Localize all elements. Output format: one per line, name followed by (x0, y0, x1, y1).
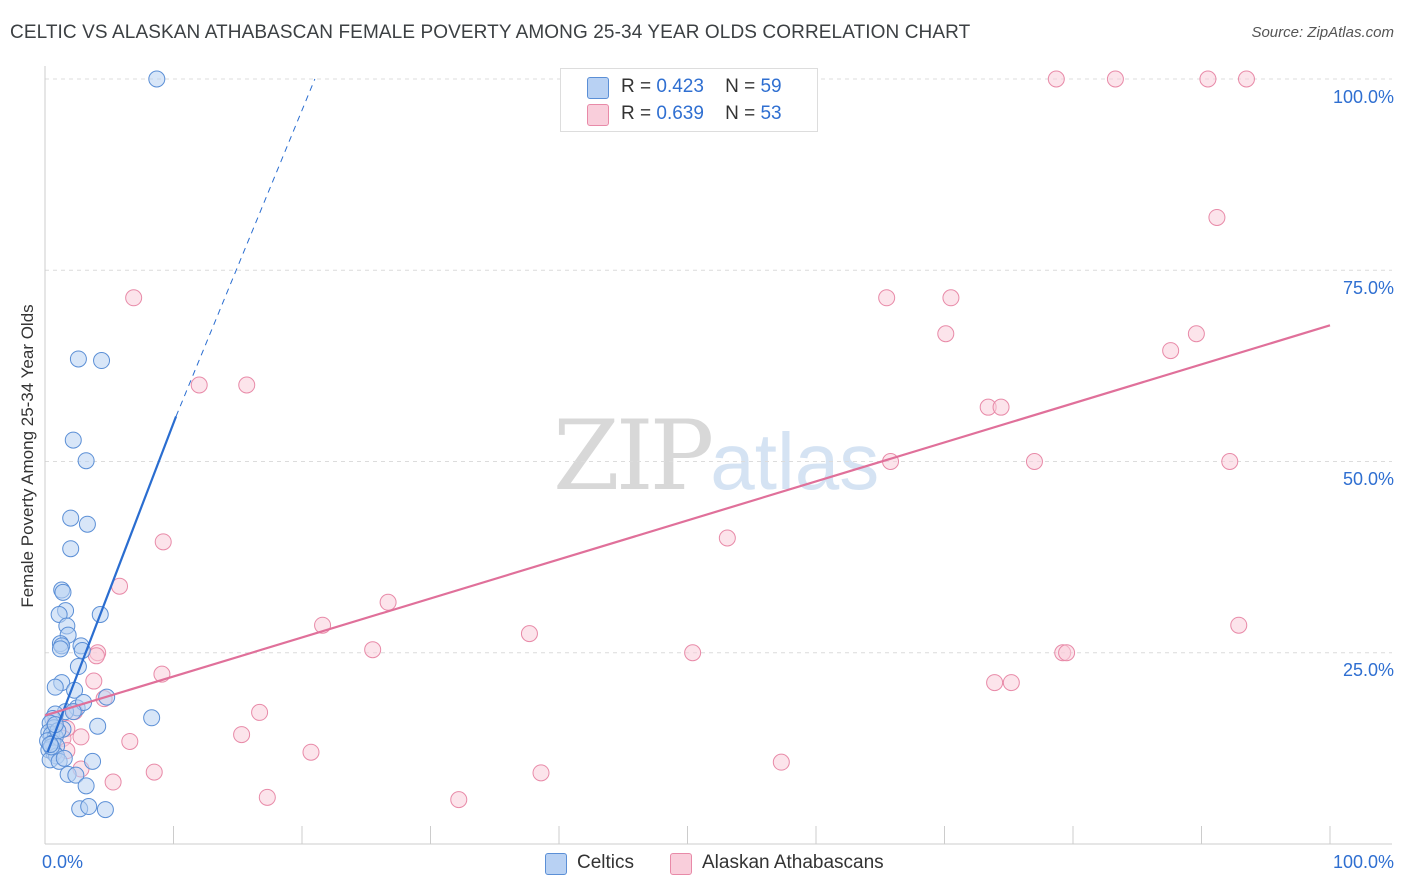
athabascan-point (125, 289, 143, 307)
celtics-point (89, 717, 107, 735)
legend-n-label: N = (725, 103, 756, 124)
celtics-point (77, 777, 95, 795)
watermark: ZIPatlas (553, 400, 879, 512)
y-tick-label-100: 100.0% (1332, 87, 1394, 107)
athabascan-point (1002, 674, 1020, 692)
legend-n-label: N = (725, 76, 756, 97)
y-tick-label-75: 75.0% (1342, 278, 1394, 298)
celtics-point (54, 583, 72, 601)
legend-label-athabascans: Alaskan Athabascans (702, 852, 884, 873)
x-tick-label-max: 100.0% (1332, 852, 1394, 872)
chart-title: CELTIC VS ALASKAN ATHABASCAN FEMALE POVE… (10, 22, 971, 43)
watermark-atlas: atlas (710, 417, 880, 506)
athabascan-point (520, 625, 538, 643)
athabascan-point (154, 533, 172, 551)
athabascan-point (1025, 453, 1043, 470)
y-tick-label-25: 25.0% (1342, 660, 1394, 680)
athabascan-point (302, 743, 320, 761)
watermark-zip: ZIP (553, 400, 714, 512)
legend-r-value: 0.639 (656, 103, 704, 124)
celtics-point (55, 749, 73, 767)
celtics-trend-extension (175, 78, 316, 417)
legend-n-value: 59 (760, 76, 782, 97)
celtics-point (67, 766, 85, 784)
athabascan-point (121, 732, 139, 750)
legend-r-label: R = (621, 76, 652, 97)
athabascan-point (772, 753, 790, 771)
athabascan-point (190, 376, 208, 394)
celtics-point (62, 540, 80, 558)
series-legend: Celtics Alaskan Athabascans (0, 851, 1406, 877)
athabascan-point (1106, 70, 1124, 88)
celtics-point (69, 350, 87, 368)
legend-r-value: 0.423 (656, 76, 704, 97)
celtics-point (46, 678, 64, 696)
legend-swatch-celtics (587, 77, 609, 99)
athabascan-point (532, 764, 550, 782)
athabascan-point (992, 398, 1010, 416)
celtics-point (80, 798, 98, 816)
athabascan-trend-line (44, 324, 1331, 717)
athabascan-point (85, 672, 103, 690)
athabascan-point (1221, 453, 1239, 470)
legend-r-label: R = (621, 103, 652, 124)
athabascan-point (1237, 70, 1255, 88)
athabascan-point (937, 325, 955, 343)
source-label[interactable]: Source: ZipAtlas.com (1251, 24, 1394, 41)
legend-swatch-athabascans (670, 853, 692, 875)
athabascan-point (450, 791, 468, 809)
celtics-point (77, 452, 95, 470)
correlation-legend: R = 0.423 N = 59 R = 0.639 N = 53 (560, 68, 818, 132)
celtics-point (148, 70, 166, 88)
x-tick-label-min: 0.0% (42, 852, 84, 872)
celtics-point (78, 515, 96, 533)
celtics-point (64, 431, 82, 449)
athabascan-point (1199, 70, 1217, 88)
athabascan-point (942, 289, 960, 307)
athabascan-point (104, 773, 122, 791)
athabascan-point (379, 593, 397, 611)
celtics-point (143, 709, 161, 727)
y-tick-label-50: 50.0% (1342, 469, 1394, 489)
athabascan-point (1162, 342, 1180, 360)
athabascan-point (87, 647, 105, 665)
legend-swatch-athabascans (587, 104, 609, 126)
athabascan-point (238, 376, 256, 394)
athabascan-point (1230, 616, 1248, 634)
athabascan-point (145, 763, 163, 781)
legend-n-value: 53 (760, 103, 782, 124)
celtics-point (84, 752, 102, 770)
celtics-point (93, 352, 111, 370)
athabascan-point (258, 788, 276, 806)
athabascan-point (72, 728, 90, 746)
athabascan-point (986, 674, 1004, 692)
legend-label-celtics: Celtics (577, 852, 635, 873)
celtics-point (62, 509, 80, 527)
athabascan-point (1208, 208, 1226, 226)
legend-swatch-celtics (545, 853, 567, 875)
athabascan-point (1058, 644, 1076, 662)
athabascan-point (364, 641, 382, 659)
athabascan-point (251, 703, 269, 721)
athabascan-point (878, 289, 896, 307)
athabascan-point (233, 726, 251, 744)
celtics-point (51, 640, 69, 658)
celtics-point (96, 801, 114, 819)
athabascan-point (684, 644, 702, 662)
athabascan-point (718, 529, 736, 547)
athabascan-point (1047, 70, 1065, 88)
celtics-trend-line (46, 415, 178, 753)
athabascan-point (1187, 325, 1205, 343)
